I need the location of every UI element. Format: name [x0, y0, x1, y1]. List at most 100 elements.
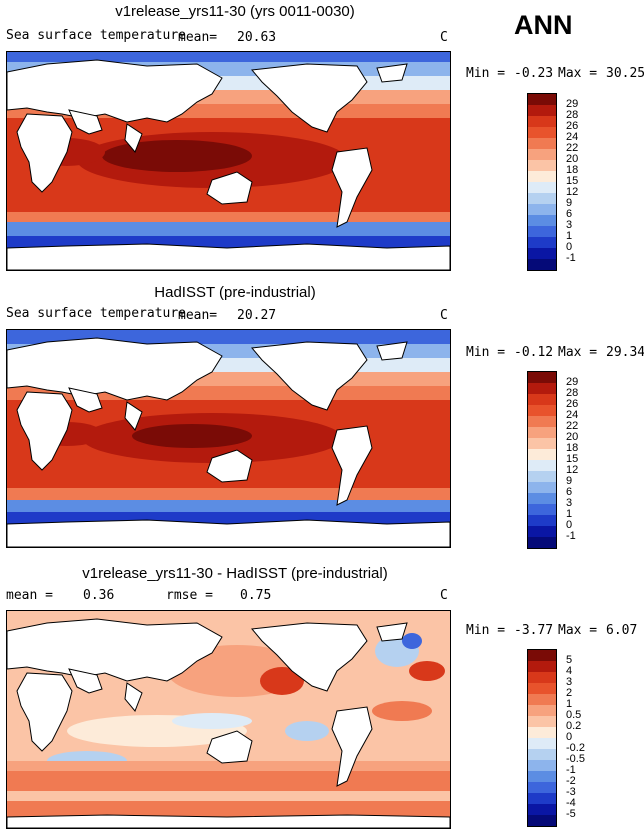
panel-3-map [6, 610, 451, 829]
panel-1-colorbar-segment [528, 138, 556, 149]
panel-3-map-svg [7, 611, 450, 828]
panel-1-colorbar-segment [528, 226, 556, 237]
panel-2-colorbar-segment [528, 449, 556, 460]
panel-3-colorbar-segment [528, 716, 556, 727]
panel-2-continents [7, 337, 450, 547]
panel-1-colorbar-tick: 28 [566, 108, 579, 121]
panel-3-colorbar-segment [528, 683, 556, 694]
panel-1-colorbar-segment [528, 160, 556, 171]
panel-1-colorbar-tick: -1 [566, 251, 576, 264]
panel-2-max-label: Max = [558, 345, 598, 360]
panel-2-colorbar-segment [528, 515, 556, 526]
panel-2-colorbar-tick: 1 [566, 507, 573, 520]
panel-1-colorbar-tick: 1 [566, 229, 573, 242]
panel-1-map-svg [7, 52, 450, 270]
panel-1-colorbar-segment [528, 215, 556, 226]
panel-2-colorbar-segment [528, 427, 556, 438]
panel-3-colorbar-tick: 5 [566, 653, 573, 666]
panel-1-max-label: Max = [558, 66, 598, 81]
panel-3-colorbar-segment [528, 650, 556, 661]
panel-3-colorbar-segment [528, 672, 556, 683]
panel-2-colorbar-segment [528, 482, 556, 493]
panel-3-colorbar-tick: -1 [566, 763, 576, 776]
panel-1-colorbar-tick: 9 [566, 196, 573, 209]
panel-2-colorbar-tick: 15 [566, 452, 579, 465]
panel-3-colorbar-segment [528, 727, 556, 738]
panel-2-colorbar-tick: 22 [566, 419, 579, 432]
panel-3-colorbar-tick: -5 [566, 807, 576, 820]
panel-3-continents [7, 618, 450, 828]
panel-1-mean-label: mean= [178, 30, 218, 45]
panel-2-colorbar-segment [528, 394, 556, 405]
panel-1-units: C [440, 30, 448, 45]
panel-2-colorbar-segment [528, 416, 556, 427]
panel-3-colorbar-tick: 0.2 [566, 719, 582, 732]
panel-2-colorbar-tick: 3 [566, 496, 573, 509]
panel-2-colorbar-segment [528, 438, 556, 449]
panel-3-rmse-value: 0.75 [240, 588, 272, 603]
panel-3-colorbar-segment [528, 661, 556, 672]
panel-1-sst-field [7, 52, 450, 270]
panel-3-min-value: -3.77 [514, 623, 554, 638]
panel-1-min-label: Min = [466, 66, 506, 81]
panel-3-colorbar-tick: 0 [566, 730, 573, 743]
panel-1-colorbar-tick: 18 [566, 163, 579, 176]
panel-3-colorbar-segment [528, 771, 556, 782]
season-badge: ANN [514, 10, 573, 40]
panel-3-rmse-label: rmse = [166, 588, 213, 603]
panel-1-colorbar-tick: 24 [566, 130, 579, 143]
panel-1-colorbar-segment [528, 237, 556, 248]
panel-1-colorbar-segment [528, 149, 556, 160]
panel-3-colorbar-tick: -0.5 [566, 752, 585, 765]
panel-2-units: C [440, 308, 448, 323]
panel-1-colorbar-tick: 29 [566, 97, 579, 110]
panel-1-colorbar-segment [528, 171, 556, 182]
panel-1-colorbar-tick: 0 [566, 240, 573, 253]
panel-1-continents [7, 59, 450, 270]
panel-2-colorbar-tick: 0 [566, 518, 573, 531]
panel-2-colorbar-tick: 12 [566, 463, 579, 476]
panel-2-max-value: 29.34 [606, 345, 644, 360]
panel-3-colorbar-segment [528, 705, 556, 716]
panel-1-colorbar-segment [528, 204, 556, 215]
panel-2-mean-value: 20.27 [237, 308, 277, 323]
panel-2-colorbar-tick: 29 [566, 375, 579, 388]
panel-2-colorbar-tick: 26 [566, 397, 579, 410]
panel-3-colorbar-segment [528, 694, 556, 705]
panel-3-colorbar-tick: 0.5 [566, 708, 582, 721]
panel-2-min-label: Min = [466, 345, 506, 360]
panel-2-colorbar-tick: -1 [566, 529, 576, 542]
panel-2-colorbar-tick: 9 [566, 474, 573, 487]
panel-1-colorbar-segment [528, 105, 556, 116]
panel-2-colorbar-segment [528, 405, 556, 416]
panel-2-colorbar-segment [528, 383, 556, 394]
panel-2-colorbar-tick: 20 [566, 430, 579, 443]
panel-3-colorbar-segment [528, 782, 556, 793]
panel-3-colorbar [527, 649, 557, 827]
panel-1-min-value: -0.23 [514, 66, 554, 81]
panel-3-colorbar-tick: 4 [566, 664, 573, 677]
panel-1-colorbar-tick: 22 [566, 141, 579, 154]
panel-3-title: v1release_yrs11-30 - HadISST (pre-indust… [82, 565, 388, 582]
panel-1-colorbar-tick: 12 [566, 185, 579, 198]
panel-1-colorbar-tick: 15 [566, 174, 579, 187]
panel-1-colorbar [527, 93, 557, 271]
panel-1-colorbar-segment [528, 127, 556, 138]
panel-3-colorbar-tick: 2 [566, 686, 573, 699]
panel-3-min-label: Min = [466, 623, 506, 638]
panel-1-colorbar-segment [528, 248, 556, 259]
panel-3-colorbar-segment [528, 804, 556, 815]
panel-3-colorbar-tick: -4 [566, 796, 576, 809]
panel-1-colorbar-tick: 20 [566, 152, 579, 165]
panel-1-colorbar-segment [528, 259, 556, 270]
panel-3-colorbar-tick: -2 [566, 774, 576, 787]
panel-2-colorbar-segment [528, 537, 556, 548]
panel-1-mean-value: 20.63 [237, 30, 277, 45]
panel-3-colorbar-tick: -3 [566, 785, 576, 798]
panel-3-colorbar-tick: -0.2 [566, 741, 585, 754]
panel-3-colorbar-segment [528, 749, 556, 760]
panel-3-mean-value: 0.36 [83, 588, 115, 603]
panel-1-colorbar-tick: 26 [566, 119, 579, 132]
panel-1-colorbar-tick: 3 [566, 218, 573, 231]
panel-3-colorbar-segment [528, 793, 556, 804]
